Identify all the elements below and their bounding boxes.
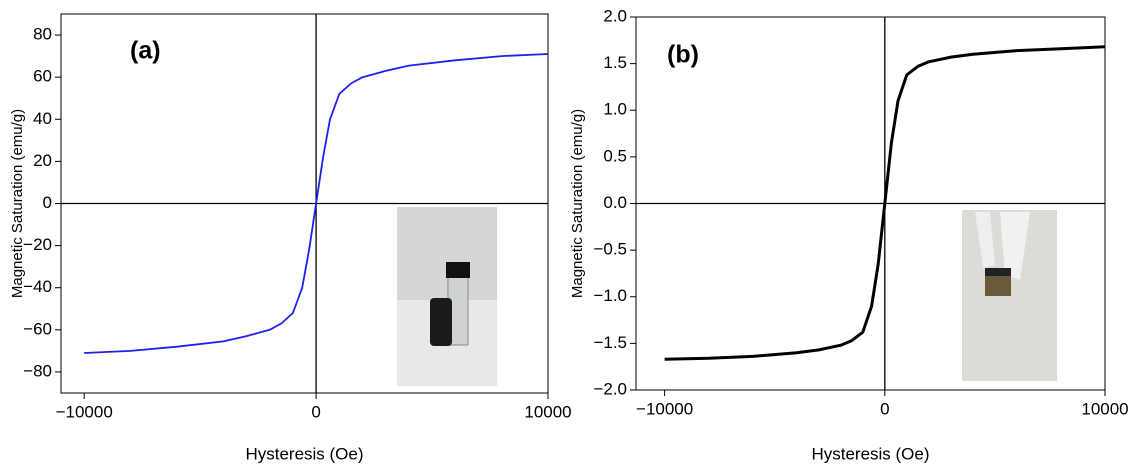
y-tick-label: 1.0 (603, 100, 627, 119)
y-tick-label: 80 (33, 25, 52, 44)
y-tick-label: 0 (43, 193, 52, 212)
x-axis-title: Hysteresis (Oe) (811, 444, 929, 463)
y-tick-label: −20 (23, 235, 52, 254)
y-tick-label: 60 (33, 67, 52, 86)
y-tick-label: 0.5 (603, 146, 627, 165)
y-tick-label: 0.0 (603, 193, 627, 212)
x-tick-label: 0 (880, 399, 889, 418)
y-tick-label: 2.0 (603, 6, 627, 25)
y-axis-title: Magnetic Saturation (emu/g) (9, 109, 26, 298)
panel-label: (b) (667, 41, 699, 69)
x-axis-title: Hysteresis (Oe) (245, 444, 363, 463)
y-tick-label: 40 (33, 109, 52, 128)
x-tick-label: −10000 (56, 402, 113, 421)
line-series (84, 53, 549, 354)
inset-photo-b (962, 210, 1057, 381)
y-tick-label: −2.0 (593, 379, 627, 398)
x-tick-label: 10000 (524, 402, 571, 421)
x-tick-label: 10000 (1081, 399, 1128, 418)
y-tick-label: −1.5 (593, 333, 627, 352)
y-tick-label: −0.5 (593, 240, 627, 259)
inset-photo-a (397, 207, 497, 386)
y-tick-label: 1.5 (603, 53, 627, 72)
y-tick-label: −60 (23, 319, 52, 338)
line-series (664, 45, 1106, 361)
y-tick-label: −80 (23, 361, 52, 380)
x-tick-label: 0 (311, 402, 320, 421)
y-tick-label: 20 (33, 151, 52, 170)
panel-label: (a) (130, 37, 161, 65)
y-tick-label: −40 (23, 277, 52, 296)
x-tick-label: −10000 (636, 399, 693, 418)
y-tick-label: −1.0 (593, 286, 627, 305)
y-axis-title: Magnetic Saturation (emu/g) (569, 109, 586, 298)
